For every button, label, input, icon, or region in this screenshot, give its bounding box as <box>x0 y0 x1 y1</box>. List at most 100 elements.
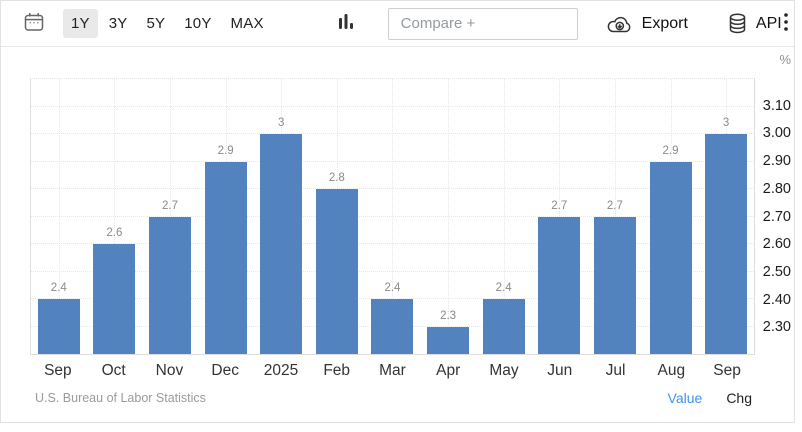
gridline-vertical <box>503 79 505 354</box>
bar-value-label: 2.3 <box>440 309 457 322</box>
y-axis-labels: 2.30 2.40 2.50 2.60 2.70 2.80 2.90 3.00 3.10 <box>757 78 791 355</box>
bar-slot: 2.9 <box>204 145 247 354</box>
bar-slot: 2.7 <box>538 200 581 354</box>
bar[interactable] <box>427 326 470 354</box>
y-axis-tick-label: 2.90 <box>762 153 791 170</box>
compare-input[interactable] <box>387 7 578 40</box>
bar[interactable] <box>482 299 525 354</box>
bar[interactable] <box>371 299 414 354</box>
bar[interactable] <box>705 134 748 354</box>
x-axis-label: Jun <box>547 362 573 379</box>
x-axis-label: May <box>489 362 519 379</box>
category-column-2025: 3 <box>253 79 309 354</box>
category-column-sep: 2.4 <box>31 79 87 354</box>
category-column-oct: 2.6 <box>87 79 143 354</box>
gridline-vertical <box>448 79 450 354</box>
bar-value-label: 2.7 <box>606 199 623 212</box>
x-axis-label: Sep <box>44 362 72 379</box>
category-column-feb: 2.8 <box>309 79 365 354</box>
bar-value-label: 2.4 <box>384 282 401 294</box>
bar-chart-icon <box>338 13 354 34</box>
category-column-may: 2.4 <box>476 79 532 354</box>
bar-slot: 2.3 <box>427 310 470 354</box>
bar-slot: 3 <box>705 117 748 354</box>
category-column-jul: 2.7 <box>587 79 643 354</box>
x-axis-label: Jul <box>605 362 626 379</box>
database-icon <box>728 13 747 34</box>
bar[interactable] <box>315 189 358 354</box>
range-button-max[interactable]: MAX <box>223 9 272 38</box>
chart-footer: U.S. Bureau of Labor Statistics Value Chg <box>1 379 794 422</box>
y-axis-tick-label: 3.00 <box>762 125 791 142</box>
bar-value-label: 2.4 <box>495 282 512 294</box>
bar[interactable] <box>149 216 192 354</box>
more-options-button[interactable] <box>782 11 790 36</box>
kebab-menu-icon <box>783 13 788 34</box>
calendar-icon <box>23 12 45 36</box>
x-axis-label: Feb <box>323 362 351 379</box>
bar[interactable] <box>260 134 303 354</box>
x-axis-label: Nov <box>155 362 184 379</box>
bar-slot: 2.7 <box>593 200 636 354</box>
x-axis-label: Sep <box>713 362 741 379</box>
y-axis-tick-label: 3.10 <box>762 97 791 114</box>
range-button-10y[interactable]: 10Y <box>176 9 219 38</box>
category-column-jun: 2.7 <box>531 79 587 354</box>
range-button-5y[interactable]: 5Y <box>139 9 174 38</box>
bar-slot: 2.4 <box>37 282 80 354</box>
series-toggles: Value Chg <box>668 390 752 406</box>
category-column-sep: 3 <box>698 79 754 354</box>
x-axis-labels: Sep Oct Nov Dec 2025 Feb Mar Apr May Jun Jul Aug Sep <box>30 355 755 380</box>
bar-value-label: 3 <box>722 117 730 129</box>
api-button[interactable]: API <box>728 13 782 34</box>
bar[interactable] <box>93 244 136 354</box>
category-column-mar: 2.4 <box>365 79 421 354</box>
x-axis-label: 2025 <box>263 362 299 379</box>
bar-value-label: 2.8 <box>328 172 345 184</box>
range-selector: 1Y 3Y 5Y 10Y MAX <box>63 9 275 38</box>
bar-slot: 2.8 <box>315 172 358 354</box>
bar-slot: 2.4 <box>482 282 525 354</box>
bar-slot: 2.6 <box>93 227 136 354</box>
bar-slot: 2.7 <box>149 200 192 354</box>
x-axis-label: Oct <box>101 362 126 379</box>
bar[interactable] <box>204 161 247 354</box>
bar[interactable] <box>649 161 692 354</box>
gridline-vertical <box>114 79 116 354</box>
bar-value-label: 2.9 <box>662 144 679 157</box>
source-attribution: U.S. Bureau of Labor Statistics <box>35 390 206 405</box>
bars-container: 2.4 2.6 2.7 2.9 3 2.8 2.4 2.3 2.4 2.7 2.7 2.9 3 <box>31 79 754 354</box>
calendar-button[interactable] <box>21 10 47 38</box>
bar[interactable] <box>538 216 581 354</box>
series-toggle-value[interactable]: Value <box>667 389 703 406</box>
x-axis-label: Mar <box>379 362 406 379</box>
range-button-3y[interactable]: 3Y <box>101 9 136 38</box>
y-axis-tick-label: 2.50 <box>762 263 791 280</box>
bar-value-label: 3 <box>278 117 285 129</box>
chart-type-button[interactable] <box>337 12 356 36</box>
x-axis-label: Apr <box>436 362 461 379</box>
bar-value-label: 2.6 <box>106 227 123 239</box>
cloud-download-icon <box>606 14 633 34</box>
y-axis-tick-label: 2.30 <box>762 319 791 336</box>
chart-area: % 2.4 2.6 2.7 2.9 3 2.8 2.4 2.3 2.4 2.7 2.7 2.9 3 2.… <box>1 47 794 379</box>
category-column-apr: 2.3 <box>420 79 476 354</box>
y-axis-unit: % <box>779 52 791 67</box>
bar-value-label: 2.4 <box>50 282 67 294</box>
bar[interactable] <box>37 299 80 354</box>
category-column-nov: 2.7 <box>142 79 198 354</box>
gridline-vertical <box>392 79 394 354</box>
bar[interactable] <box>593 216 636 354</box>
bar-slot: 2.9 <box>649 145 692 354</box>
y-axis-tick-label: 2.70 <box>762 208 791 225</box>
bar-value-label: 2.9 <box>217 144 234 157</box>
series-toggle-chg[interactable]: Chg <box>726 389 752 406</box>
api-label: API <box>755 14 782 32</box>
export-button[interactable]: Export <box>606 14 688 34</box>
bar-value-label: 2.7 <box>551 199 568 212</box>
y-axis-tick-label: 2.80 <box>762 180 791 197</box>
bar-slot: 2.4 <box>371 282 414 354</box>
range-button-1y[interactable]: 1Y <box>63 9 98 38</box>
